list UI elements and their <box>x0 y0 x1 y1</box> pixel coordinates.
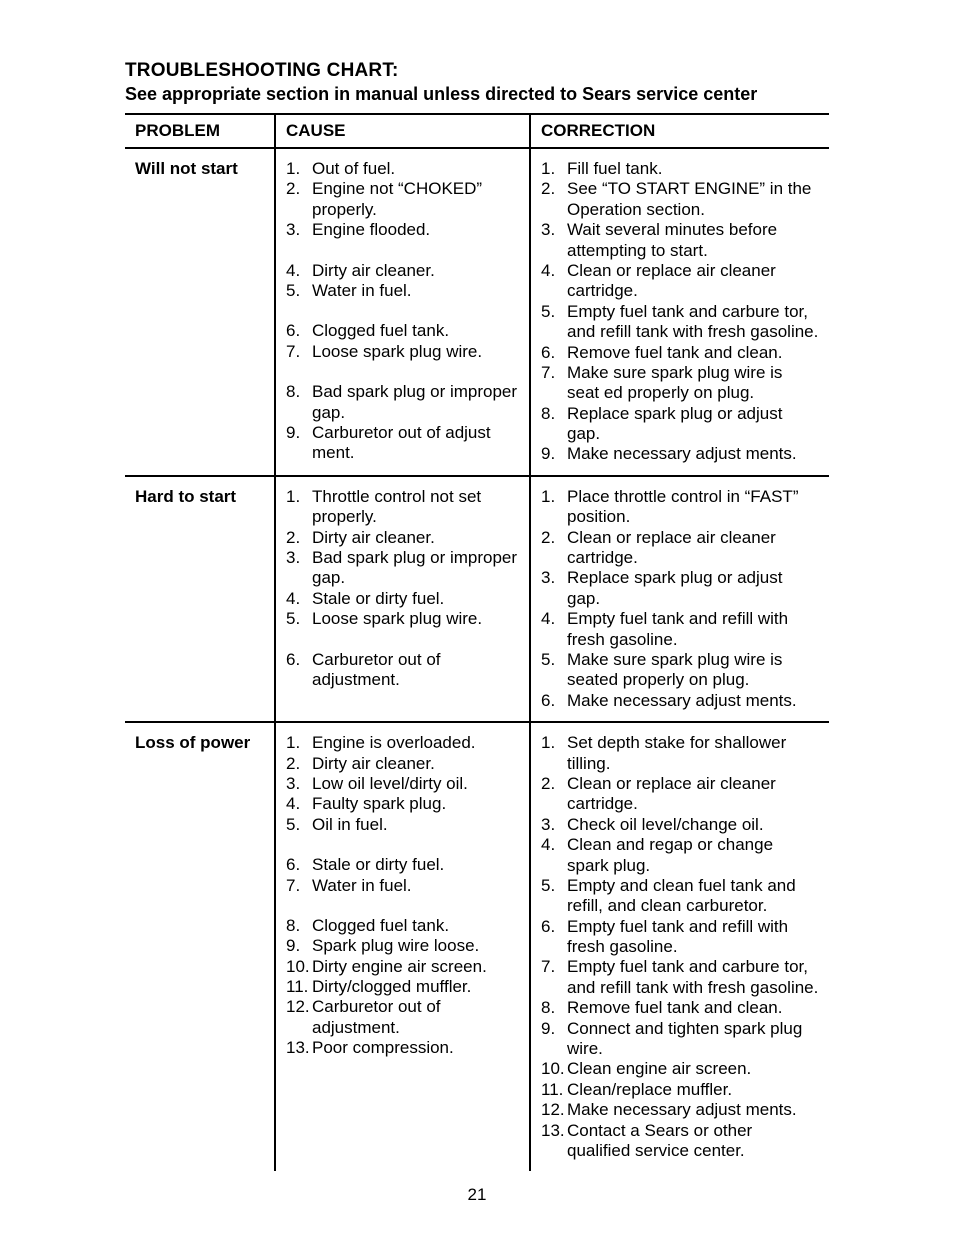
list-item: 10.Clean engine air screen. <box>541 1059 819 1079</box>
list-item: 1.Fill fuel tank. <box>541 159 819 179</box>
troubleshooting-table: PROBLEM CAUSE CORRECTION Will not start 1… <box>125 113 829 1171</box>
list-item: 3.Engine flooded. <box>286 220 519 260</box>
list-item: 6.Stale or dirty fuel. <box>286 855 519 875</box>
problem-label: Will not start <box>135 159 238 178</box>
list-item: 5.Water in fuel. <box>286 281 519 321</box>
page-number: 21 <box>0 1185 954 1205</box>
list-item: 3.Check oil level/change oil. <box>541 815 819 835</box>
list-item: 7.Empty fuel tank and carbure tor, and r… <box>541 957 819 998</box>
correction-cell: 1.Place throttle control in “FAST” posit… <box>530 476 829 722</box>
list-item: 4.Dirty air cleaner. <box>286 261 519 281</box>
list-item: 6.Carburetor out of adjustment. <box>286 650 519 691</box>
table-row: Will not start 1.Out of fuel.2.Engine not… <box>125 148 829 476</box>
problem-cell: Loss of power <box>125 722 275 1171</box>
header-problem: PROBLEM <box>125 114 275 148</box>
list-item: 7.Make sure spark plug wire is seat ed p… <box>541 363 819 404</box>
list-item: 9.Connect and tighten spark plug wire. <box>541 1019 819 1060</box>
list-item: 2.Clean or replace air cleaner cartridge… <box>541 528 819 569</box>
cause-cell: 1.Throttle control not set properly.2.Di… <box>275 476 530 722</box>
cause-cell: 1.Out of fuel.2.Engine not “CHOKED” prop… <box>275 148 530 476</box>
list-item: 13.Contact a Sears or other qualified se… <box>541 1121 819 1162</box>
cause-cell: 1.Engine is overloaded.2.Dirty air clean… <box>275 722 530 1171</box>
list-item: 4.Faulty spark plug. <box>286 794 519 814</box>
list-item: 5.Make sure spark plug wire is seated pr… <box>541 650 819 691</box>
list-item: 2.Engine not “CHOKED” properly. <box>286 179 519 220</box>
list-item: 5.Empty and clean fuel tank and refill, … <box>541 876 819 917</box>
list-item: 4.Clean and regap or change spark plug. <box>541 835 819 876</box>
list-item: 12.Make necessary adjust ments. <box>541 1100 819 1120</box>
list-item: 11.Clean/replace muffler. <box>541 1080 819 1100</box>
list-item: 11.Dirty/clogged muffler. <box>286 977 519 997</box>
list-item: 2.See “TO START ENGINE” in the Operation… <box>541 179 819 220</box>
list-item: 2.Clean or replace air cleaner cartridge… <box>541 774 819 815</box>
page: TROUBLESHOOTING CHART: See appropriate s… <box>0 0 954 1235</box>
list-item: 3.Wait several minutes before attempting… <box>541 220 819 261</box>
list-item: 4.Stale or dirty fuel. <box>286 589 519 609</box>
list-item: 10.Dirty engine air screen. <box>286 957 519 977</box>
list-item: 7.Water in fuel. <box>286 876 519 916</box>
list-item: 5.Oil in fuel. <box>286 815 519 855</box>
list-item: 9.Spark plug wire loose. <box>286 936 519 956</box>
list-item: 7.Loose spark plug wire. <box>286 342 519 382</box>
page-title: TROUBLESHOOTING CHART: <box>125 60 829 82</box>
header-cause: CAUSE <box>275 114 530 148</box>
list-item: 5.Loose spark plug wire. <box>286 609 519 649</box>
problem-cell: Hard to start <box>125 476 275 722</box>
list-item: 3.Bad spark plug or improper gap. <box>286 548 519 589</box>
list-item: 1.Throttle control not set properly. <box>286 487 519 528</box>
list-item: 8.Bad spark plug or improper gap. <box>286 382 519 423</box>
correction-cell: 1.Set depth stake for shallower tilling.… <box>530 722 829 1171</box>
list-item: 9.Carburetor out of adjust ment. <box>286 423 519 464</box>
list-item: 1.Engine is overloaded. <box>286 733 519 753</box>
problem-label: Loss of power <box>135 733 250 752</box>
list-item: 2.Dirty air cleaner. <box>286 754 519 774</box>
list-item: 8.Replace spark plug or adjust gap. <box>541 404 819 445</box>
list-item: 4.Clean or replace air cleaner cartridge… <box>541 261 819 302</box>
list-item: 6.Clogged fuel tank. <box>286 321 519 341</box>
list-item: 1.Out of fuel. <box>286 159 519 179</box>
list-item: 3.Low oil level/dirty oil. <box>286 774 519 794</box>
table-row: Loss of power 1.Engine is overloaded.2.Di… <box>125 722 829 1171</box>
list-item: 2.Dirty air cleaner. <box>286 528 519 548</box>
list-item: 5.Empty fuel tank and carbure tor, and r… <box>541 302 819 343</box>
problem-label: Hard to start <box>135 487 236 506</box>
list-item: 9.Make necessary adjust ments. <box>541 444 819 464</box>
list-item: 1.Set depth stake for shallower tilling. <box>541 733 819 774</box>
header-correction: CORRECTION <box>530 114 829 148</box>
problem-cell: Will not start <box>125 148 275 476</box>
table-row: Hard to start 1.Throttle control not set … <box>125 476 829 722</box>
correction-cell: 1.Fill fuel tank.2.See “TO START ENGINE”… <box>530 148 829 476</box>
list-item: 8.Remove fuel tank and clean. <box>541 998 819 1018</box>
table-header-row: PROBLEM CAUSE CORRECTION <box>125 114 829 148</box>
list-item: 8.Clogged fuel tank. <box>286 916 519 936</box>
list-item: 6.Empty fuel tank and refill with fresh … <box>541 917 819 958</box>
list-item: 12.Carburetor out of adjustment. <box>286 997 519 1038</box>
list-item: 4.Empty fuel tank and refill with fresh … <box>541 609 819 650</box>
list-item: 13.Poor compression. <box>286 1038 519 1078</box>
list-item: 6.Remove fuel tank and clean. <box>541 343 819 363</box>
list-item: 3.Replace spark plug or adjust gap. <box>541 568 819 609</box>
list-item: 6.Make necessary adjust ments. <box>541 691 819 711</box>
list-item: 1.Place throttle control in “FAST” posit… <box>541 487 819 528</box>
page-subtitle: See appropriate section in manual unless… <box>125 84 829 105</box>
